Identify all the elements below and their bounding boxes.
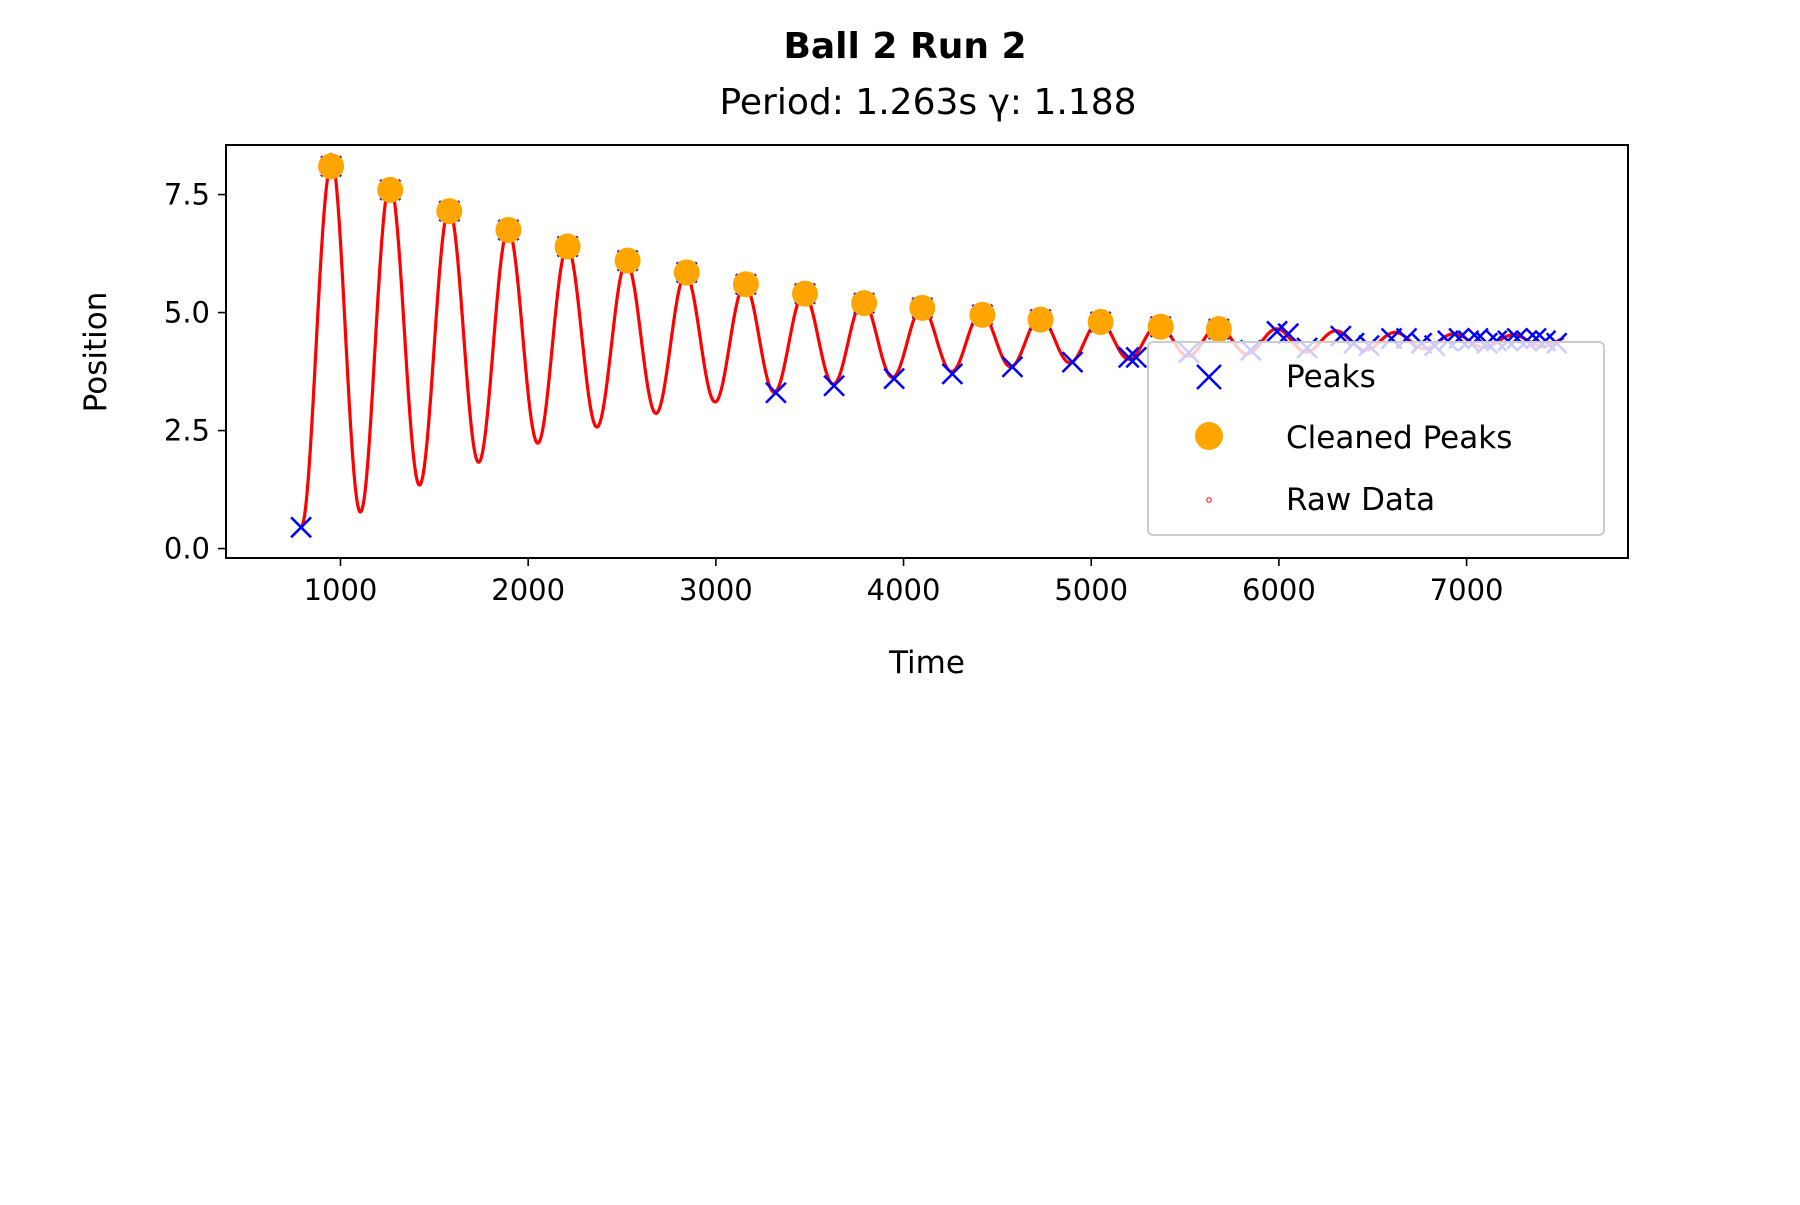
cleaned-peak-marker [1027,306,1054,333]
legend-peaks-marker [1196,364,1222,390]
x-tick-label: 5000 [1054,573,1128,607]
peak-marker [1117,346,1140,369]
cleaned-peak-marker [495,216,522,243]
peak-marker [1277,322,1300,345]
y-tick-label: 2.5 [164,414,210,448]
y-tick-label: 5.0 [164,296,210,330]
x-axis-label: Time [888,645,965,681]
y-axis: 0.0 2.5 5.0 7.5 [164,178,226,566]
legend: Peaks Cleaned Peaks Raw Data [1147,341,1605,536]
cleaned-peak-marker [377,176,404,203]
legend-cleaned-peaks-label: Cleaned Peaks [1286,420,1512,456]
cleaned-peak-marker [554,233,581,260]
cleaned-peak-marker [1205,316,1232,343]
chart-subtitle: Period: 1.263s γ: 1.188 [719,82,1136,123]
legend-box [1147,341,1605,536]
cleaned-peaks-series [318,153,1232,343]
x-tick-label: 7000 [1430,573,1504,607]
x-tick-label: 3000 [679,573,753,607]
plot-frame [225,144,1629,559]
chart-title: Ball 2 Run 2 [783,26,1026,67]
y-tick-label: 7.5 [164,178,210,212]
legend-raw-data-label: Raw Data [1286,482,1435,518]
cleaned-peak-marker [732,271,759,298]
peak-marker [1061,351,1084,374]
y-axis-label: Position [78,292,114,413]
x-tick-label: 4000 [867,573,941,607]
cleaned-peak-marker [851,290,878,317]
legend-peaks-label: Peaks [1286,359,1376,395]
peak-marker [823,374,845,397]
peak-marker [290,516,312,539]
peak-marker [941,363,964,385]
legend-raw-data-marker [1206,497,1212,503]
cleaned-peak-marker [792,280,819,307]
x-axis: 1000 2000 3000 4000 5000 6000 7000 [304,558,1504,607]
peak-marker [765,381,787,404]
cleaned-peak-marker [1087,309,1114,335]
cleaned-peak-marker [614,247,641,274]
cleaned-peak-marker [673,259,700,286]
cleaned-peak-marker [436,198,463,225]
peak-marker [883,367,906,390]
x-tick-label: 1000 [304,573,378,607]
y-tick-label: 0.0 [164,532,210,566]
x-tick-label: 2000 [491,573,565,607]
cleaned-peak-marker [1147,313,1174,340]
cleaned-peak-marker [969,301,996,328]
legend-cleaned-peaks-marker [1195,422,1223,450]
cleaned-peak-marker [318,153,345,180]
peak-marker [1001,355,1024,378]
x-tick-label: 6000 [1242,573,1316,607]
peak-marker [1125,346,1148,369]
cleaned-peak-marker [909,294,936,321]
